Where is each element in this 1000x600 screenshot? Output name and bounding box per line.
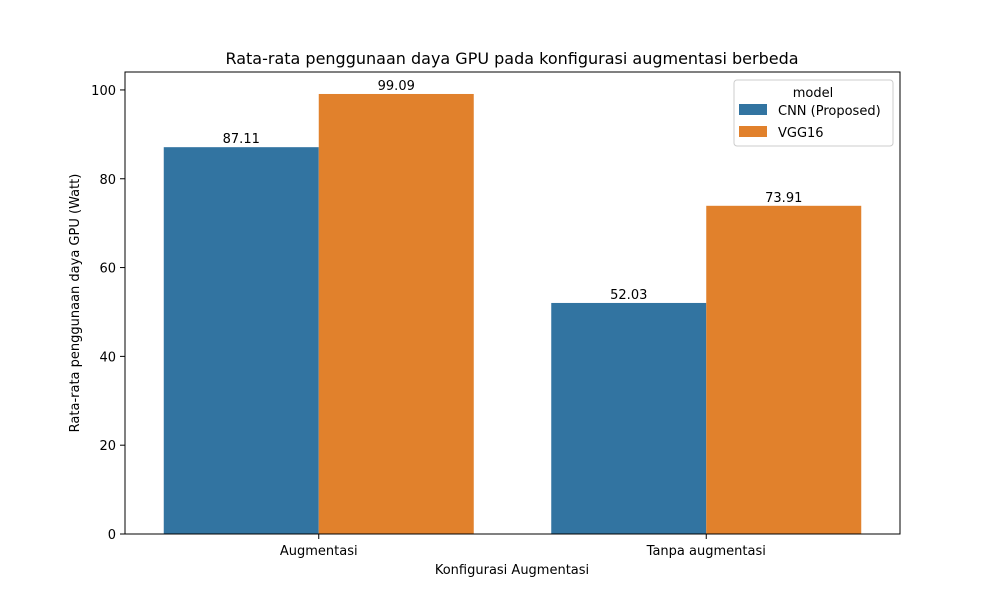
y-tick-label: 20 [99, 439, 116, 454]
legend-swatch-vgg16 [739, 126, 767, 137]
bar-vgg16-augmentasi [318, 93, 474, 535]
data-label-cnn-proposed-augmentasi: 87.11 [223, 132, 260, 147]
x-axis-label: Konfigurasi Augmentasi [435, 563, 589, 578]
y-axis: 0 20 40 60 80 100 [91, 84, 125, 543]
y-tick-label: 100 [91, 84, 116, 99]
legend-box [733, 79, 894, 147]
x-axis: Augmentasi Tanpa augmentasi [280, 534, 766, 559]
data-labels-layer: 87.11 99.09 52.03 73.91 [223, 79, 803, 303]
y-tick-label: 60 [99, 262, 116, 277]
legend-title: model [793, 86, 833, 101]
y-tick-label: 80 [99, 173, 116, 188]
bars-layer [163, 93, 862, 535]
legend: model CNN (Proposed) VGG16 [733, 79, 894, 147]
legend-label-vgg16: VGG16 [778, 126, 824, 141]
x-tick-label: Tanpa augmentasi [646, 544, 766, 559]
legend-label-cnn-proposed: CNN (Proposed) [778, 104, 881, 119]
plot-area-frame [124, 71, 901, 535]
data-label-cnn-proposed-tanpa-augmentasi: 52.03 [610, 288, 647, 303]
legend-swatch-cnn-proposed [739, 104, 767, 115]
legend-items: CNN (Proposed) VGG16 [739, 104, 881, 141]
x-tick-label: Augmentasi [280, 544, 358, 559]
y-tick-label: 0 [108, 528, 116, 543]
data-label-vgg16-augmentasi: 99.09 [378, 79, 415, 94]
bar-cnn-proposed-augmentasi [163, 147, 319, 534]
y-axis-label: Rata-rata penggunaan daya GPU (Watt) [68, 174, 83, 433]
data-label-vgg16-tanpa-augmentasi: 73.91 [765, 191, 802, 206]
bar-cnn-proposed-tanpa-augmentasi [551, 302, 707, 534]
chart-title: Rata-rata penggunaan daya GPU pada konfi… [225, 49, 798, 68]
y-tick-label: 40 [99, 350, 116, 365]
bar-vgg16-tanpa-augmentasi [706, 205, 862, 534]
